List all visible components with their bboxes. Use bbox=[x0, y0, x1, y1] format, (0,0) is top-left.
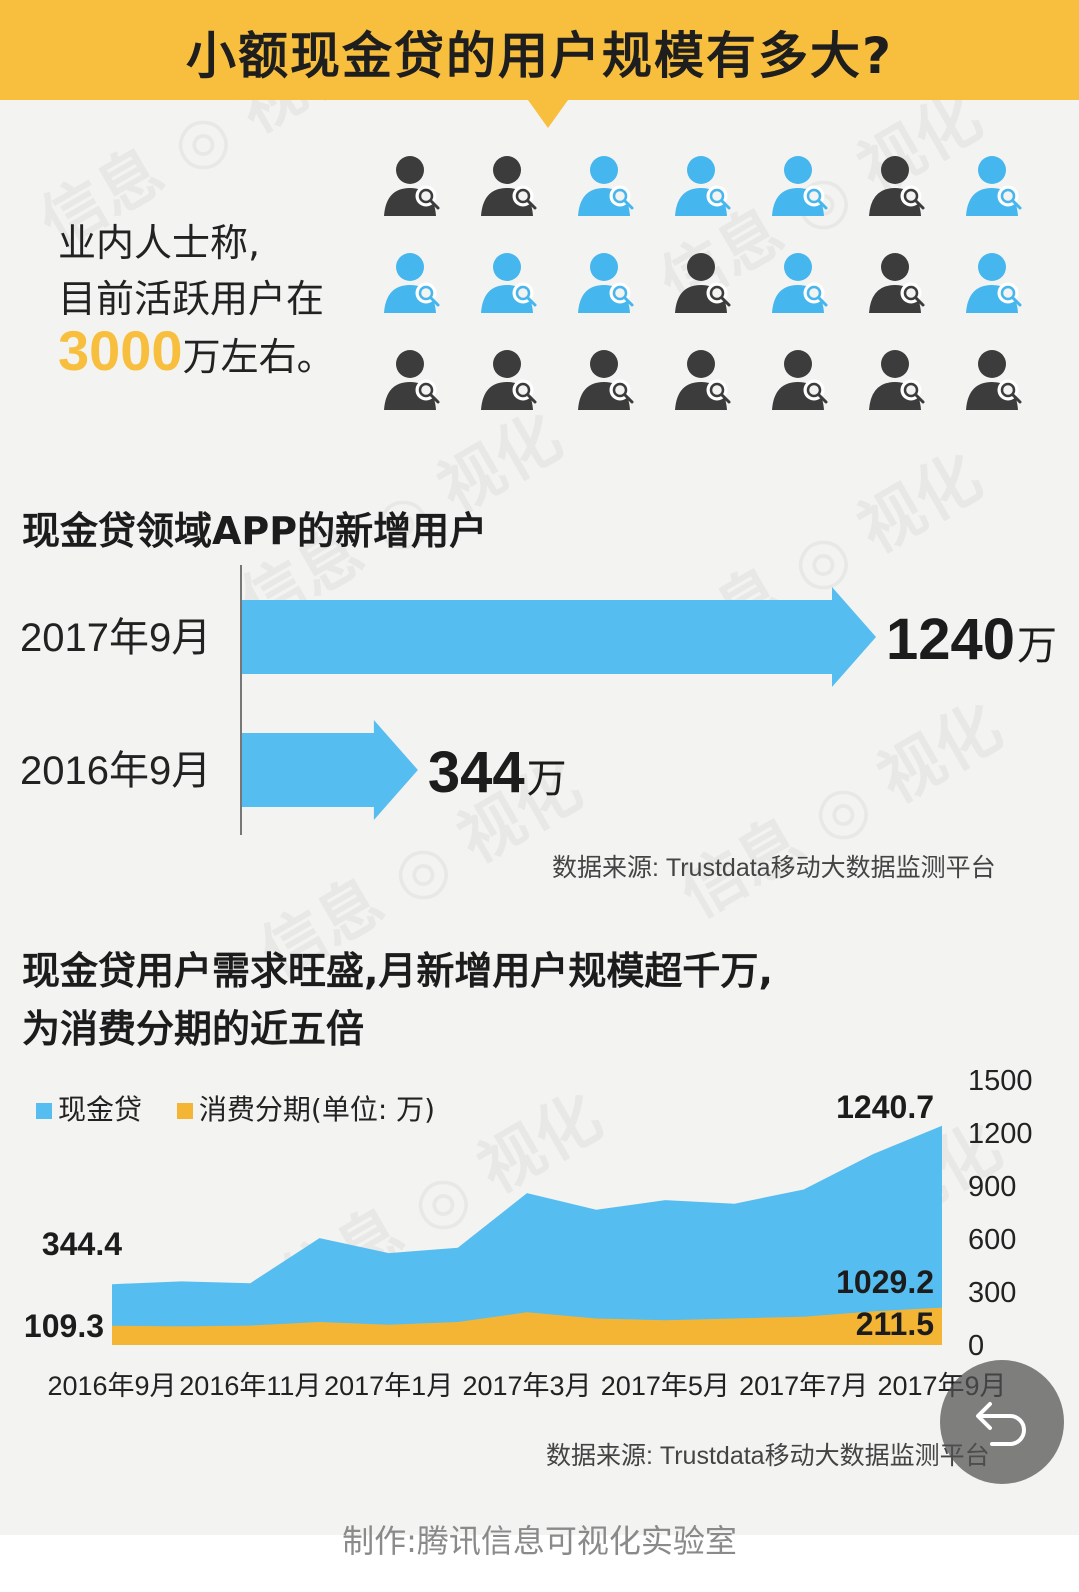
arrow-bar-label: 2017年9月 bbox=[20, 616, 211, 660]
person-magnifier-icon bbox=[867, 247, 933, 317]
x-tick-label: 2016年9月 bbox=[47, 1371, 176, 1401]
y-tick-label: 900 bbox=[968, 1171, 1016, 1203]
footer-credit: 制作:腾讯信息可视化实验室 bbox=[342, 1522, 737, 1560]
arrow-section-title: 现金贷领域APP的新增用户 bbox=[22, 509, 488, 553]
y-tick-label: 1500 bbox=[968, 1065, 1033, 1097]
arrow-bar-value: 1240 bbox=[886, 607, 1015, 672]
statement-line-3: 3000万左右。 bbox=[58, 318, 335, 383]
area-series-installment bbox=[112, 1307, 942, 1345]
legend-swatch-cash bbox=[36, 1103, 52, 1119]
back-arrow-icon bbox=[976, 1402, 1026, 1446]
statement-suffix: 万左右。 bbox=[182, 335, 335, 379]
area-series-cash bbox=[112, 1125, 942, 1345]
statement-line-2: 目前活跃用户在 bbox=[58, 277, 325, 321]
y-tick-label: 1200 bbox=[968, 1118, 1033, 1150]
data-label: 109.3 bbox=[24, 1308, 104, 1344]
person-magnifier-icon bbox=[382, 344, 448, 414]
infographic-card: 信息 ◎ 视化 信息 ◎ 视化 信息 ◎ 视化 信息 ◎ 视化 信息 ◎ 视化 … bbox=[0, 0, 1079, 1535]
arrow-section-source: 数据来源: Trustdata移动大数据监测平台 bbox=[552, 854, 996, 882]
x-tick-label: 2017年7月 bbox=[739, 1371, 868, 1401]
legend-swatch-installment bbox=[176, 1103, 193, 1119]
person-magnifier-icon bbox=[964, 150, 1030, 220]
person-magnifier-icon bbox=[382, 150, 448, 220]
header-pointer bbox=[528, 100, 568, 128]
area-section-source: 数据来源: Trustdata移动大数据监测平台 bbox=[546, 1442, 990, 1470]
arrow-bar-value: 344 bbox=[428, 740, 525, 805]
header-banner: 小额现金贷的用户规模有多大? bbox=[0, 0, 1079, 100]
people-icon-grid bbox=[382, 150, 1062, 440]
x-tick-label: 2017年5月 bbox=[601, 1371, 730, 1401]
data-label: 211.5 bbox=[856, 1306, 934, 1342]
person-magnifier-icon bbox=[479, 247, 545, 317]
person-magnifier-icon bbox=[479, 150, 545, 220]
y-tick-label: 0 bbox=[968, 1330, 984, 1362]
person-magnifier-icon bbox=[382, 247, 448, 317]
data-label: 1029.2 bbox=[836, 1264, 934, 1300]
arrow-bar-label: 2016年9月 bbox=[20, 749, 211, 793]
arrow-bar bbox=[242, 587, 876, 687]
legend-item-cash: 现金贷 bbox=[36, 1088, 142, 1128]
page-title: 小额现金贷的用户规模有多大? bbox=[185, 27, 893, 85]
arrow-bar bbox=[242, 720, 418, 820]
legend-item-installment: 消费分期(单位: 万) bbox=[176, 1088, 436, 1128]
person-magnifier-icon bbox=[576, 247, 642, 317]
person-magnifier-icon bbox=[673, 344, 739, 414]
person-magnifier-icon bbox=[770, 247, 836, 317]
x-tick-label: 2016年11月 bbox=[179, 1371, 321, 1401]
data-label: 344.4 bbox=[42, 1226, 122, 1262]
person-magnifier-icon bbox=[576, 344, 642, 414]
person-magnifier-icon bbox=[770, 344, 836, 414]
active-users-highlight: 3000 bbox=[58, 319, 183, 382]
data-label: 1240.7 bbox=[836, 1089, 934, 1125]
x-tick-label: 2017年1月 bbox=[324, 1371, 453, 1401]
person-magnifier-icon bbox=[673, 150, 739, 220]
person-magnifier-icon bbox=[867, 150, 933, 220]
person-magnifier-icon bbox=[479, 344, 545, 414]
arrow-bar-unit: 万 bbox=[1017, 623, 1057, 669]
area-chart: 0 300 600 900 1200 1500 2016年9月 2016年11月 2017年1月… bbox=[24, 1065, 1033, 1401]
area-chart-legend: 现金贷 消费分期(单位: 万) bbox=[36, 1088, 461, 1128]
person-magnifier-icon bbox=[964, 344, 1030, 414]
person-magnifier-icon bbox=[770, 150, 836, 220]
legend-label-cash: 现金贷 bbox=[58, 1093, 143, 1126]
area-section-title-line-2: 为消费分期的近五倍 bbox=[22, 1007, 365, 1051]
person-magnifier-icon bbox=[964, 247, 1030, 317]
y-tick-label: 600 bbox=[968, 1224, 1016, 1256]
back-button[interactable] bbox=[940, 1360, 1064, 1484]
person-magnifier-icon bbox=[673, 247, 739, 317]
statement-line-1: 业内人士称, bbox=[58, 221, 261, 265]
person-magnifier-icon bbox=[867, 344, 933, 414]
legend-label-installment: 消费分期(单位: 万) bbox=[198, 1093, 436, 1126]
area-section-title-line-1: 现金贷用户需求旺盛,月新增用户规模超千万, bbox=[22, 949, 773, 993]
y-tick-label: 300 bbox=[968, 1277, 1016, 1309]
arrow-bar-unit: 万 bbox=[527, 756, 567, 802]
x-tick-label: 2017年3月 bbox=[462, 1371, 591, 1401]
person-magnifier-icon bbox=[576, 150, 642, 220]
